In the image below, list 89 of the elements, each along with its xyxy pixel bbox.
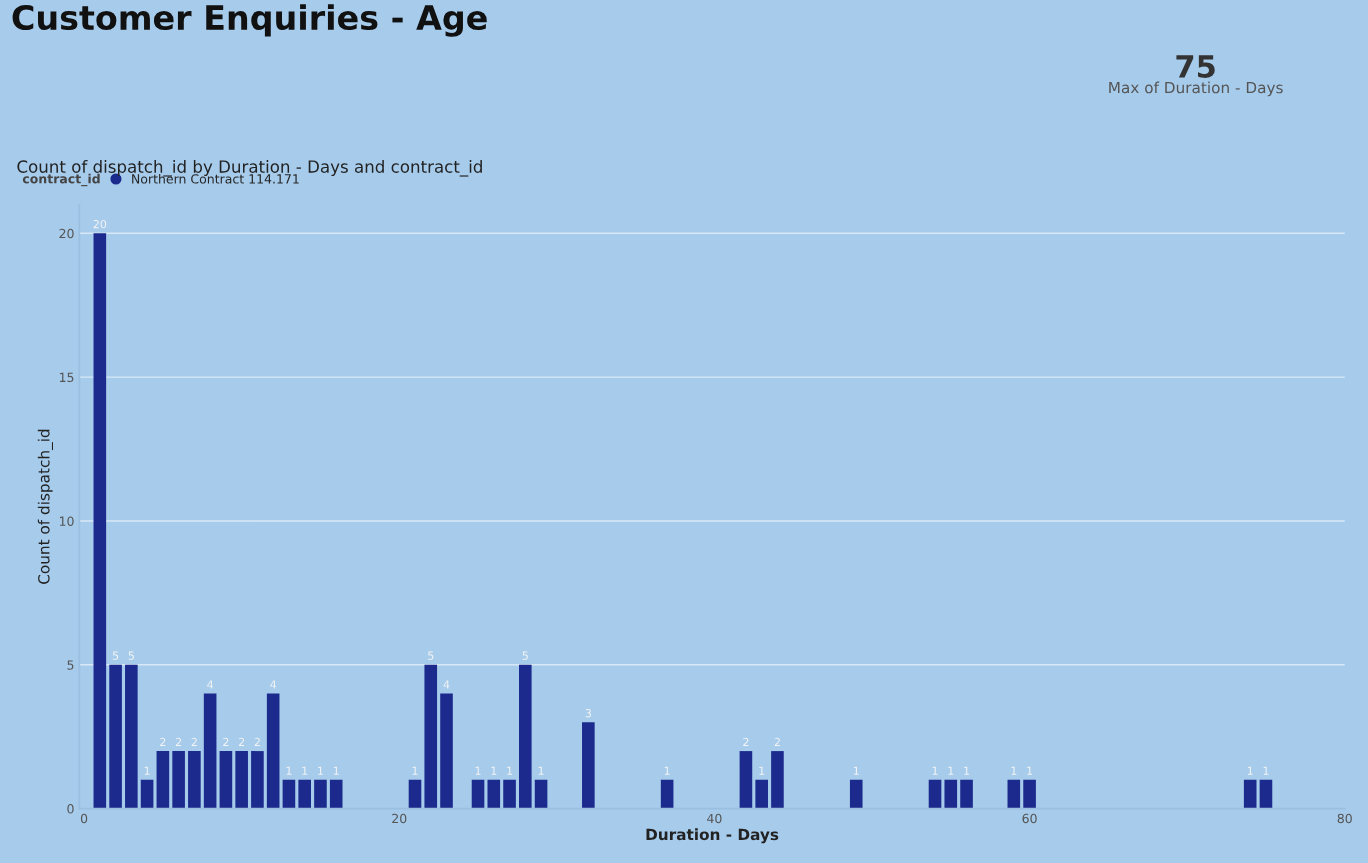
bar bbox=[251, 751, 264, 809]
text: Max of Duration - Days bbox=[1109, 81, 1283, 97]
x-axis-title: Duration - Days bbox=[646, 828, 779, 844]
data-label: 1 bbox=[853, 766, 859, 775]
data-label: 1 bbox=[286, 766, 292, 775]
y-tick-label: 15 bbox=[59, 372, 74, 383]
bar bbox=[739, 751, 753, 809]
bar bbox=[849, 779, 863, 809]
bar bbox=[660, 779, 674, 809]
bar bbox=[534, 779, 548, 809]
x-tick-label: 80 bbox=[1337, 813, 1352, 824]
bar bbox=[203, 693, 217, 809]
bar bbox=[219, 751, 233, 809]
data-label: 2 bbox=[238, 737, 245, 747]
bar bbox=[960, 779, 973, 809]
bar bbox=[408, 779, 422, 809]
data-label: 4 bbox=[207, 680, 214, 689]
data-label: 5 bbox=[128, 651, 134, 660]
data-label: 2 bbox=[191, 737, 197, 747]
bar bbox=[125, 664, 138, 809]
data-label: 5 bbox=[112, 651, 119, 660]
y-tick-label: 0 bbox=[67, 804, 74, 814]
y-tick-label: 5 bbox=[67, 660, 74, 670]
x-tick-label: 40 bbox=[707, 813, 722, 824]
bar bbox=[582, 722, 595, 809]
y-axis-title: Count of dispatch_id bbox=[37, 429, 54, 584]
data-label: 1 bbox=[948, 766, 954, 775]
chart-title: Customer Enquiries - Age bbox=[12, 4, 487, 37]
text: 75 bbox=[1176, 55, 1215, 78]
bar bbox=[440, 693, 453, 809]
bar bbox=[109, 664, 122, 809]
data-label: 3 bbox=[585, 709, 591, 718]
data-label: 4 bbox=[443, 680, 450, 689]
x-tick-label: 20 bbox=[392, 813, 407, 824]
data-label: 1 bbox=[302, 766, 308, 775]
data-label: 1 bbox=[538, 766, 544, 775]
bar bbox=[1259, 779, 1273, 809]
data-label: 5 bbox=[522, 651, 528, 660]
bar bbox=[188, 751, 201, 809]
bar bbox=[93, 233, 107, 809]
data-label: 1 bbox=[412, 766, 418, 775]
data-label: 1 bbox=[759, 766, 765, 775]
bar bbox=[487, 779, 501, 809]
data-label: 1 bbox=[491, 766, 497, 775]
data-label: 1 bbox=[144, 766, 150, 775]
bar bbox=[944, 779, 958, 809]
bar bbox=[329, 779, 343, 809]
data-label: 2 bbox=[774, 737, 780, 747]
data-label: 1 bbox=[1011, 766, 1017, 775]
bar bbox=[471, 779, 485, 809]
x-tick-label: 0 bbox=[80, 813, 88, 824]
bar bbox=[314, 779, 327, 809]
bar bbox=[503, 779, 516, 809]
bar bbox=[424, 664, 438, 809]
data-label: 1 bbox=[333, 766, 339, 775]
bar bbox=[519, 664, 532, 809]
data-label: 2 bbox=[254, 737, 260, 747]
data-label: 1 bbox=[475, 766, 481, 775]
bar bbox=[771, 751, 784, 809]
data-label: 1 bbox=[1247, 766, 1253, 775]
data-label: 2 bbox=[175, 737, 182, 747]
bar bbox=[266, 693, 280, 809]
bar bbox=[298, 779, 311, 809]
y-tick-label: 20 bbox=[59, 228, 74, 239]
data-label: 1 bbox=[664, 766, 670, 775]
bar bbox=[1023, 779, 1036, 809]
bar bbox=[1243, 779, 1257, 809]
data-label: 1 bbox=[1263, 766, 1269, 775]
data-label: 1 bbox=[318, 766, 323, 775]
data-label: 1 bbox=[964, 766, 970, 775]
bar bbox=[140, 779, 154, 809]
data-label: 2 bbox=[223, 737, 229, 747]
data-label: 20 bbox=[93, 219, 107, 229]
data-label: 1 bbox=[1027, 766, 1033, 775]
bar bbox=[755, 779, 768, 809]
bar bbox=[156, 751, 170, 809]
data-label: 2 bbox=[160, 737, 166, 747]
bar bbox=[235, 751, 248, 809]
y-tick-label: 10 bbox=[59, 516, 74, 526]
x-tick-label: 60 bbox=[1022, 813, 1037, 824]
data-label: 2 bbox=[743, 737, 749, 747]
data-label: 5 bbox=[428, 651, 434, 660]
data-label: 4 bbox=[270, 680, 277, 689]
data-label: 1 bbox=[507, 766, 513, 775]
bar bbox=[172, 751, 185, 809]
bar bbox=[1007, 779, 1021, 809]
bar bbox=[928, 779, 942, 809]
bar bbox=[282, 779, 296, 809]
data-label: 1 bbox=[932, 766, 938, 775]
